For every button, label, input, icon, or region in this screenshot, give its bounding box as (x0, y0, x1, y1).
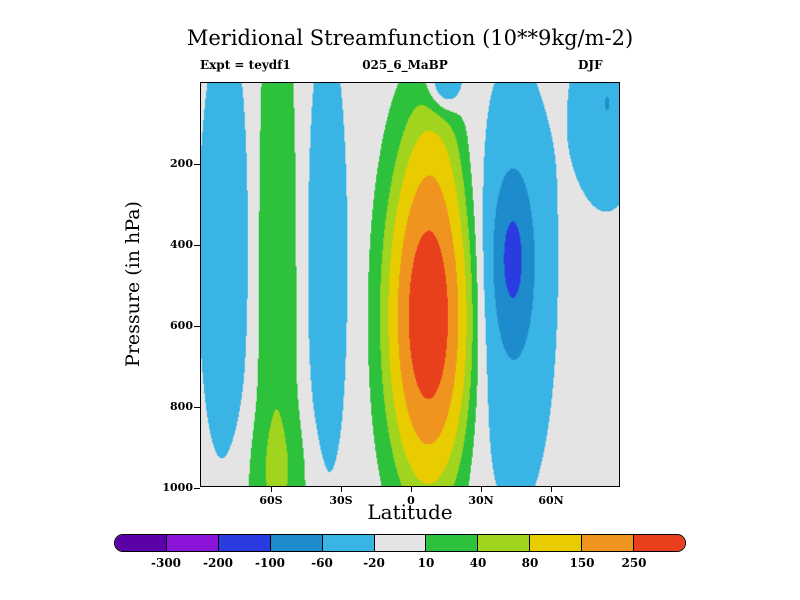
season-label: DJF (578, 58, 603, 72)
colorbar-tick-label: 40 (469, 556, 487, 570)
y-tick-label: 200 (170, 157, 193, 170)
colorbar-tick-label: -60 (311, 556, 333, 570)
colorbar-segment (166, 535, 219, 551)
x-tick-label: 0 (407, 494, 415, 507)
colorbar-tick-label: 80 (521, 556, 539, 570)
x-tick-mark (481, 486, 482, 492)
x-tick-label: 60S (259, 494, 283, 507)
colorbar (114, 534, 686, 552)
colorbar-segment (634, 535, 685, 551)
run-label: 025_6_MaBP (362, 58, 448, 72)
colorbar-tick-label: -20 (363, 556, 385, 570)
x-tick-label: 30S (329, 494, 353, 507)
y-tick-label: 800 (170, 400, 193, 413)
colorbar-tick-label: 150 (569, 556, 595, 570)
colorbar-tick-label: -200 (202, 556, 234, 570)
y-tick-mark (194, 407, 200, 408)
colorbar-tick-label: -100 (254, 556, 286, 570)
colorbar-segment (115, 535, 167, 551)
colorbar-labels: -300 -200 -100 -60 -20 10 40 80 150 250 (0, 556, 800, 574)
colorbar-segment (374, 535, 427, 551)
x-tick-mark (551, 486, 552, 492)
x-tick-mark (411, 486, 412, 492)
y-tick-label: 600 (170, 319, 193, 332)
colorbar-tick-label: 250 (621, 556, 647, 570)
contour-field-canvas (201, 83, 619, 486)
y-tick-label: 1000 (162, 481, 193, 494)
x-tick-mark (341, 486, 342, 492)
x-axis-title: Latitude (367, 500, 453, 524)
colorbar-tick-label: 10 (417, 556, 435, 570)
colorbar-segment (582, 535, 635, 551)
y-tick-mark (194, 326, 200, 327)
chart-title: Meridional Streamfunction (10**9kg/m-2) (186, 26, 634, 50)
y-tick-mark (194, 245, 200, 246)
x-tick-label: 60N (538, 494, 564, 507)
y-tick-mark (194, 164, 200, 165)
y-tick-label: 400 (170, 238, 193, 251)
colorbar-segment (478, 535, 531, 551)
y-axis-title: Pressure (in hPa) (122, 201, 144, 367)
x-tick-label: 30N (468, 494, 494, 507)
colorbar-segment (426, 535, 479, 551)
y-tick-mark (194, 488, 200, 489)
contour-plot-area: 60S 30S 0 30N 60N 200 400 600 800 1000 (162, 82, 620, 507)
colorbar-segment (218, 535, 271, 551)
x-tick-mark (271, 486, 272, 492)
colorbar-segment (322, 535, 375, 551)
colorbar-segment (530, 535, 583, 551)
colorbar-segment (270, 535, 323, 551)
experiment-label: Expt = teydf1 (200, 58, 291, 72)
colorbar-tick-label: -300 (150, 556, 182, 570)
